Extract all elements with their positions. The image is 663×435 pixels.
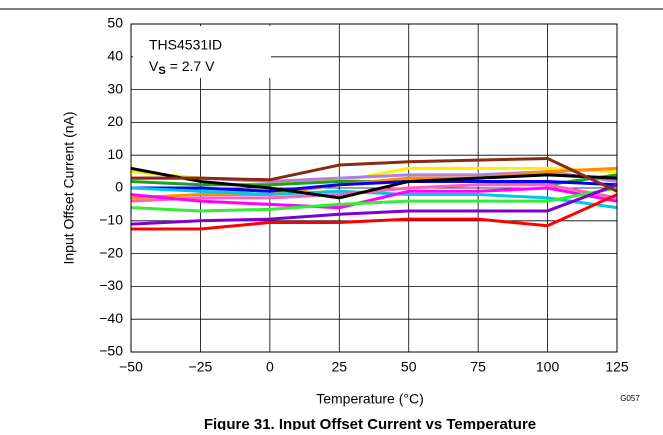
caption: Figure 31. Input Offset Current vs Tempe…	[204, 416, 536, 430]
x-tick-label: 25	[331, 359, 347, 375]
plot-frame	[130, 23, 618, 353]
x-tick-label: −50	[119, 359, 143, 375]
y-tick-label: −10	[99, 212, 123, 228]
y-tick-label: −50	[99, 343, 123, 359]
series-line	[131, 156, 617, 193]
series-line	[131, 183, 617, 226]
series-line	[131, 186, 617, 213]
y-tick-label: −40	[99, 310, 123, 326]
annotation: THS4531ID	[149, 37, 222, 53]
y-tick-label: −20	[99, 244, 123, 260]
x-tick-label: 75	[470, 359, 486, 375]
series-line	[131, 166, 617, 200]
series-line	[131, 186, 617, 210]
annotation-box	[133, 26, 271, 78]
annotation-condition: = 2.7 V	[170, 58, 215, 74]
y-tick-label: −30	[99, 277, 123, 293]
x-tick-label: 50	[401, 359, 417, 375]
annotation-symbol: V	[149, 58, 159, 74]
y-tick-label: 40	[107, 48, 123, 64]
annotation: VS = 2.7 V	[149, 58, 215, 77]
x-tick-label: 0	[266, 359, 274, 375]
y-tick-label: 0	[115, 179, 123, 195]
y-axis-label: Input Offset Current (nA)	[61, 111, 77, 264]
series-line	[131, 179, 617, 193]
x-tick-label: −25	[189, 359, 213, 375]
series-line	[131, 183, 617, 203]
y-tick-label: 10	[107, 146, 123, 162]
annotation-subscript: S	[158, 65, 165, 77]
series-line	[131, 186, 617, 210]
series-line	[131, 166, 617, 200]
series-line	[131, 193, 617, 231]
x-tick-label: 125	[605, 359, 629, 375]
y-tick-label: 50	[107, 15, 123, 31]
x-axis-label: Temperature (°C)	[316, 391, 424, 407]
y-tick-label: 30	[107, 80, 123, 96]
y-tick-label: 20	[107, 113, 123, 129]
footnote: G057	[620, 394, 640, 403]
x-tick-label: 100	[536, 359, 560, 375]
